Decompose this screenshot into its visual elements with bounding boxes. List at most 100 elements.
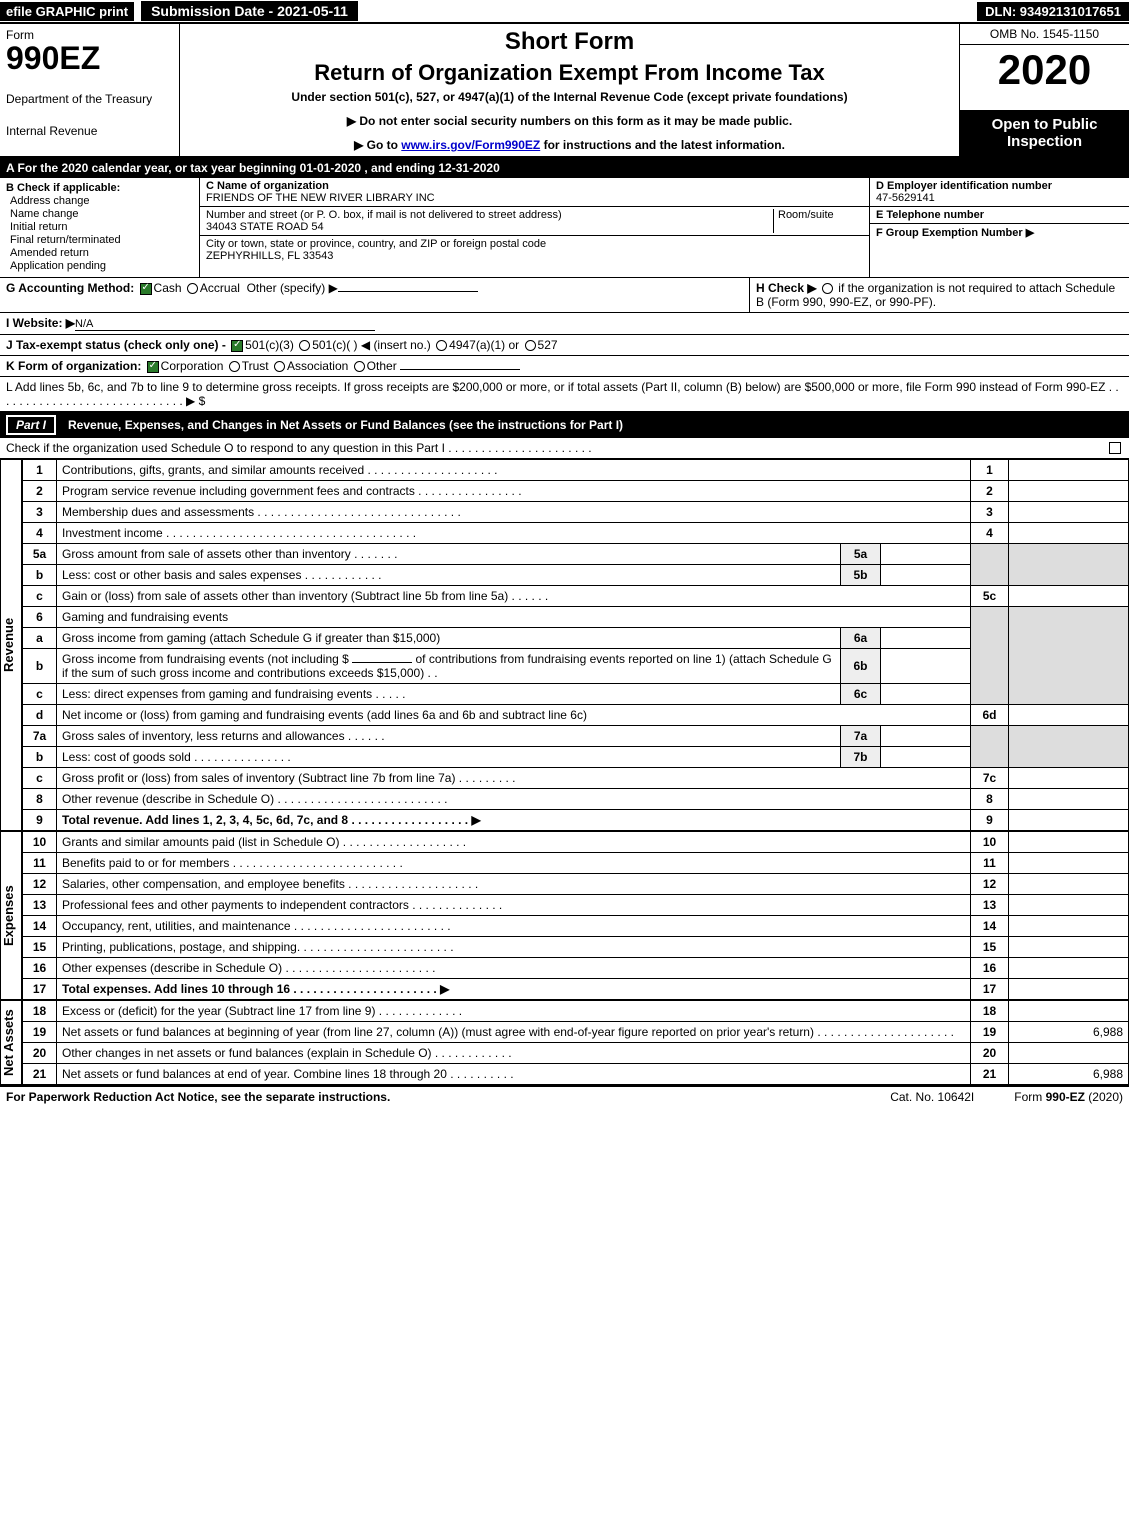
row-g-h: G Accounting Method: Cash Accrual Other … [0, 278, 1129, 313]
shade6 [971, 607, 1009, 705]
n16: 16 [23, 958, 57, 979]
line-l: L Add lines 5b, 6c, and 7b to line 9 to … [0, 377, 1129, 412]
lbl-accrual: Accrual [200, 281, 240, 295]
chk-501c3[interactable] [231, 340, 243, 352]
n7c: c [23, 768, 57, 789]
sl5a: 5a [841, 544, 881, 565]
footer-paperwork: For Paperwork Reduction Act Notice, see … [6, 1090, 390, 1104]
chk-h[interactable] [822, 283, 833, 294]
n13: 13 [23, 895, 57, 916]
info-block: B Check if applicable: Address change Na… [0, 178, 1129, 278]
efile-label[interactable]: efile GRAPHIC print [0, 2, 134, 21]
header-center: Short Form Return of Organization Exempt… [180, 24, 959, 156]
n11: 11 [23, 853, 57, 874]
j-pre: J Tax-exempt status (check only one) - [6, 338, 229, 352]
line-a-period: A For the 2020 calendar year, or tax yea… [0, 158, 1129, 178]
expenses-section: Expenses 10Grants and similar amounts pa… [0, 831, 1129, 1000]
ll6d: 6d [971, 705, 1009, 726]
n7b: b [23, 747, 57, 768]
footer-catno: Cat. No. 10642I [890, 1090, 974, 1104]
chk-527[interactable] [525, 340, 536, 351]
n2: 2 [23, 481, 57, 502]
n6d: d [23, 705, 57, 726]
note-goto-post: for instructions and the latest informat… [540, 138, 785, 152]
lbl-assoc: Association [287, 359, 348, 373]
dept-irs: Internal Revenue [6, 124, 173, 138]
chk-trust[interactable] [229, 361, 240, 372]
n21: 21 [23, 1064, 57, 1085]
k-other-input[interactable] [400, 369, 520, 370]
ll18: 18 [971, 1001, 1009, 1022]
g-lbl: G Accounting Method: [6, 281, 134, 295]
lbl-other: Other (specify) ▶ [247, 281, 338, 295]
sl6b: 6b [841, 649, 881, 684]
r4: Investment income . . . . . . . . . . . … [57, 523, 971, 544]
r6d: Net income or (loss) from gaming and fun… [57, 705, 971, 726]
lbl-initial-return: Initial return [10, 221, 67, 233]
ll5c: 5c [971, 586, 1009, 607]
chk-corp[interactable] [147, 361, 159, 373]
v9 [1009, 810, 1129, 831]
shade7v [1009, 726, 1129, 768]
city-lbl: City or town, state or province, country… [206, 238, 863, 250]
revenue-table: 1Contributions, gifts, grants, and simil… [22, 459, 1129, 831]
c-name-val: FRIENDS OF THE NEW RIVER LIBRARY INC [206, 192, 863, 204]
chk-kother[interactable] [354, 361, 365, 372]
footer-formref-post: (2020) [1085, 1090, 1123, 1104]
ll8: 8 [971, 789, 1009, 810]
n18: 18 [23, 1001, 57, 1022]
irs-link[interactable]: www.irs.gov/Form990EZ [401, 138, 540, 152]
dept-treasury: Department of the Treasury [6, 92, 173, 106]
chk-4947[interactable] [436, 340, 447, 351]
sl5b: 5b [841, 565, 881, 586]
city-val: ZEPHYRHILLS, FL 33543 [206, 250, 863, 262]
n9: 9 [23, 810, 57, 831]
r21: Net assets or fund balances at end of ye… [57, 1064, 971, 1085]
r6b-amount[interactable] [352, 662, 412, 663]
part1-header: Part I Revenue, Expenses, and Changes in… [0, 412, 1129, 438]
expenses-table: 10Grants and similar amounts paid (list … [22, 831, 1129, 1000]
ll19: 19 [971, 1022, 1009, 1043]
n6c: c [23, 684, 57, 705]
line-k: K Form of organization: Corporation Trus… [0, 356, 1129, 377]
v8 [1009, 789, 1129, 810]
header-left: Form 990EZ Department of the Treasury In… [0, 24, 180, 156]
sv7b [881, 747, 971, 768]
v20 [1009, 1043, 1129, 1064]
lbl-501c: 501(c)( ) ◀ (insert no.) [312, 338, 431, 352]
chk-501c[interactable] [299, 340, 310, 351]
title-short-form: Short Form [188, 28, 951, 56]
chk-cash[interactable] [140, 283, 152, 295]
addr-val: 34043 STATE ROAD 54 [206, 221, 773, 233]
chk-schedO-part1[interactable] [1109, 442, 1121, 454]
r11: Benefits paid to or for members . . . . … [57, 853, 971, 874]
sv7a [881, 726, 971, 747]
chk-accrual[interactable] [187, 283, 198, 294]
v7c [1009, 768, 1129, 789]
r2: Program service revenue including govern… [57, 481, 971, 502]
ll7c: 7c [971, 768, 1009, 789]
ll20: 20 [971, 1043, 1009, 1064]
n7a: 7a [23, 726, 57, 747]
n6a: a [23, 628, 57, 649]
k-pre: K Form of organization: [6, 359, 141, 373]
room-lbl: Room/suite [773, 209, 863, 233]
ll3: 3 [971, 502, 1009, 523]
title-return: Return of Organization Exempt From Incom… [188, 60, 951, 86]
subtitle-section: Under section 501(c), 527, or 4947(a)(1)… [188, 90, 951, 104]
other-specify-input[interactable] [338, 291, 478, 292]
sv6c [881, 684, 971, 705]
d-ein-lbl: D Employer identification number [876, 180, 1123, 192]
sv6b [881, 649, 971, 684]
ll14: 14 [971, 916, 1009, 937]
r15: Printing, publications, postage, and shi… [57, 937, 971, 958]
sv6a [881, 628, 971, 649]
chk-assoc[interactable] [274, 361, 285, 372]
r6a: Gross income from gaming (attach Schedul… [57, 628, 841, 649]
r1: Contributions, gifts, grants, and simila… [57, 460, 971, 481]
c-name-lbl: C Name of organization [206, 180, 863, 192]
r5c: Gain or (loss) from sale of assets other… [57, 586, 971, 607]
v1 [1009, 460, 1129, 481]
v13 [1009, 895, 1129, 916]
v17 [1009, 979, 1129, 1000]
